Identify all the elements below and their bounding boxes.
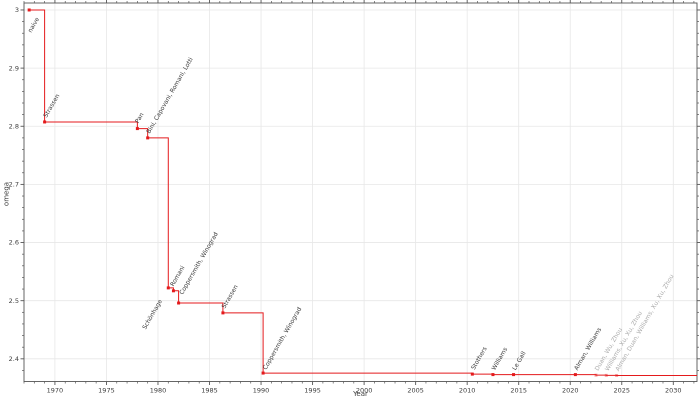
point-annotation: Coppersmith, Winograd bbox=[262, 306, 304, 371]
point-annotation: Pan bbox=[134, 112, 146, 125]
point-annotation: Schönhage bbox=[141, 298, 164, 331]
x-tick-label: 2020 bbox=[562, 387, 579, 395]
y-tick-label: 2.4 bbox=[9, 355, 19, 363]
omega-step-line bbox=[29, 9, 697, 376]
x-tick-label: 2000 bbox=[356, 387, 373, 395]
data-point-marker bbox=[615, 373, 619, 377]
data-point-marker bbox=[146, 136, 150, 140]
y-tick-label: 2.9 bbox=[9, 64, 19, 72]
y-tick-label: 2.6 bbox=[9, 239, 19, 247]
x-tick-label: 1980 bbox=[150, 387, 167, 395]
data-point-marker bbox=[27, 8, 31, 12]
data-point-marker bbox=[604, 373, 608, 377]
data-point-marker bbox=[491, 373, 495, 377]
data-point-marker bbox=[166, 286, 170, 290]
x-tick-label: 2010 bbox=[459, 387, 476, 395]
point-annotation: Stothers bbox=[470, 346, 489, 371]
data-point-marker bbox=[43, 120, 47, 124]
data-point-marker bbox=[171, 289, 175, 293]
x-tick-label: 1970 bbox=[47, 387, 64, 395]
y-tick-label: 3 bbox=[15, 6, 19, 14]
data-point-marker bbox=[573, 373, 577, 377]
data-point-marker bbox=[177, 301, 181, 305]
point-annotation: naive bbox=[27, 16, 41, 34]
y-axis-label: omega bbox=[2, 181, 11, 207]
x-axis-label: Year bbox=[353, 390, 368, 398]
point-annotation: Strassen bbox=[221, 284, 240, 310]
data-point-marker bbox=[135, 127, 139, 131]
point-annotation: Alman, Duan, Williams, Xu, Xu, Zhou bbox=[614, 273, 675, 372]
point-annotation: Strassen bbox=[42, 93, 61, 119]
x-tick-label: 1995 bbox=[304, 387, 321, 395]
data-point-marker bbox=[261, 371, 265, 375]
x-tick-label: 2030 bbox=[665, 387, 682, 395]
x-tick-label: 1985 bbox=[201, 387, 218, 395]
x-tick-label: 2025 bbox=[613, 387, 630, 395]
point-annotation: Le Gall bbox=[511, 350, 527, 372]
point-annotation: Coppersmith, Winograd bbox=[178, 231, 220, 296]
data-point-marker bbox=[221, 311, 225, 315]
data-point-marker bbox=[594, 373, 598, 377]
x-tick-label: 2005 bbox=[407, 387, 424, 395]
y-tick-label: 2.5 bbox=[9, 297, 19, 305]
plot-border bbox=[23, 2, 698, 382]
data-point-marker bbox=[512, 373, 516, 377]
y-tick-label: 2.8 bbox=[9, 122, 19, 130]
data-point-marker bbox=[470, 372, 474, 376]
x-tick-label: 1990 bbox=[253, 387, 270, 395]
x-tick-label: 1975 bbox=[98, 387, 115, 395]
y-tick-label: 2.7 bbox=[9, 181, 19, 189]
x-tick-label: 2015 bbox=[510, 387, 527, 395]
